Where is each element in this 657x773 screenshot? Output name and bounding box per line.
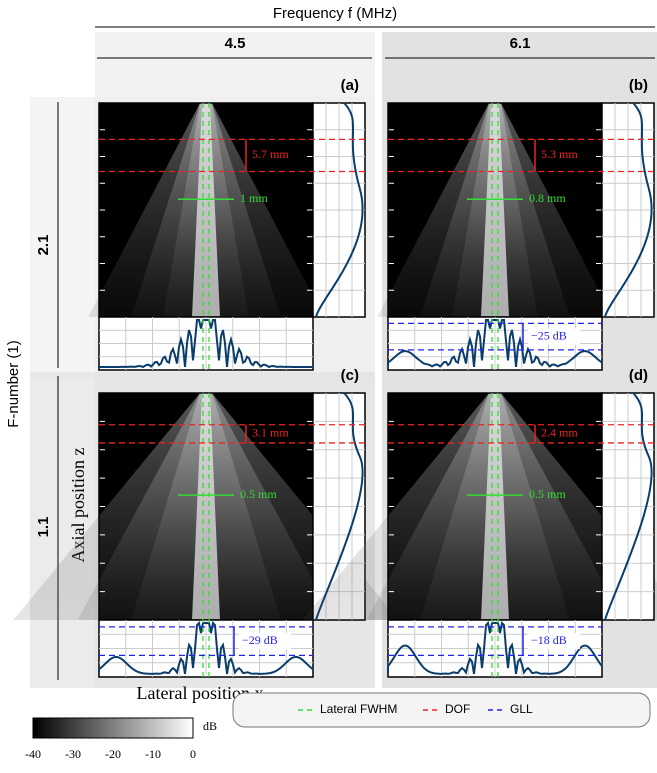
lateral-curve [387, 319, 603, 368]
fwhm-label: 0.8 mm [529, 191, 566, 205]
rows-title: F-number (1) [5, 340, 22, 428]
row-label: 2.1 [35, 235, 52, 256]
gll-label: −18 dB [531, 633, 567, 647]
panel-label: (c) [341, 367, 359, 384]
axial-curve [604, 392, 653, 621]
legend-label: GLL [510, 702, 533, 716]
fwhm-label: 1 mm [240, 191, 268, 205]
fwhm-label: 0.5 mm [240, 487, 277, 501]
beam-main [192, 393, 220, 620]
colorbar-tick: -10 [145, 747, 161, 761]
beam-main [481, 103, 509, 317]
dof-label: 5.3 mm [541, 147, 578, 161]
axial-curve [604, 102, 653, 318]
colorbar-tick: 0 [190, 747, 196, 761]
panel-label: (a) [341, 77, 359, 94]
axial-curve [315, 102, 364, 318]
fwhm-label: 0.5 mm [529, 487, 566, 501]
beam-main [481, 393, 509, 620]
gll-label-bg [528, 328, 580, 345]
panels: -40 -30 -20 -10 0 Lateral FWHM DOF GLL (a) 1 mm 5.… [13, 77, 657, 761]
colorbar-tick: -20 [105, 747, 121, 761]
colorbar-unit: dB [203, 719, 217, 733]
dof-label: 5.7 mm [252, 147, 289, 161]
column-label: 6.1 [510, 35, 531, 52]
panel-label: (b) [629, 77, 648, 94]
gll-label: −29 dB [242, 633, 278, 647]
dof-label: 3.1 mm [252, 426, 289, 440]
legend-label: Lateral FWHM [320, 702, 397, 716]
panel-label: (d) [629, 367, 648, 384]
axial-curve [315, 392, 364, 621]
dof-label: 2.4 mm [541, 426, 578, 440]
legend-label: DOF [445, 702, 470, 716]
colorbar-tick: -40 [25, 747, 41, 761]
header-title: Frequency f (MHz) [273, 5, 397, 22]
gll-label: −25 dB [531, 328, 567, 342]
colorbar-tick: -30 [65, 747, 81, 761]
lateral-curve [98, 319, 314, 369]
gll-label-bg [528, 633, 580, 650]
beam-main [192, 103, 220, 317]
lateral-curve [98, 620, 314, 675]
gll-label-bg [239, 633, 291, 650]
column-label: 4.5 [225, 35, 246, 52]
axis-label: Axial position z [68, 448, 88, 563]
lateral-curve [387, 620, 603, 675]
legend [232, 692, 651, 728]
axis-label: Lateral position x [137, 683, 264, 703]
colorbar [32, 717, 194, 739]
row-label: 1.1 [35, 517, 52, 538]
